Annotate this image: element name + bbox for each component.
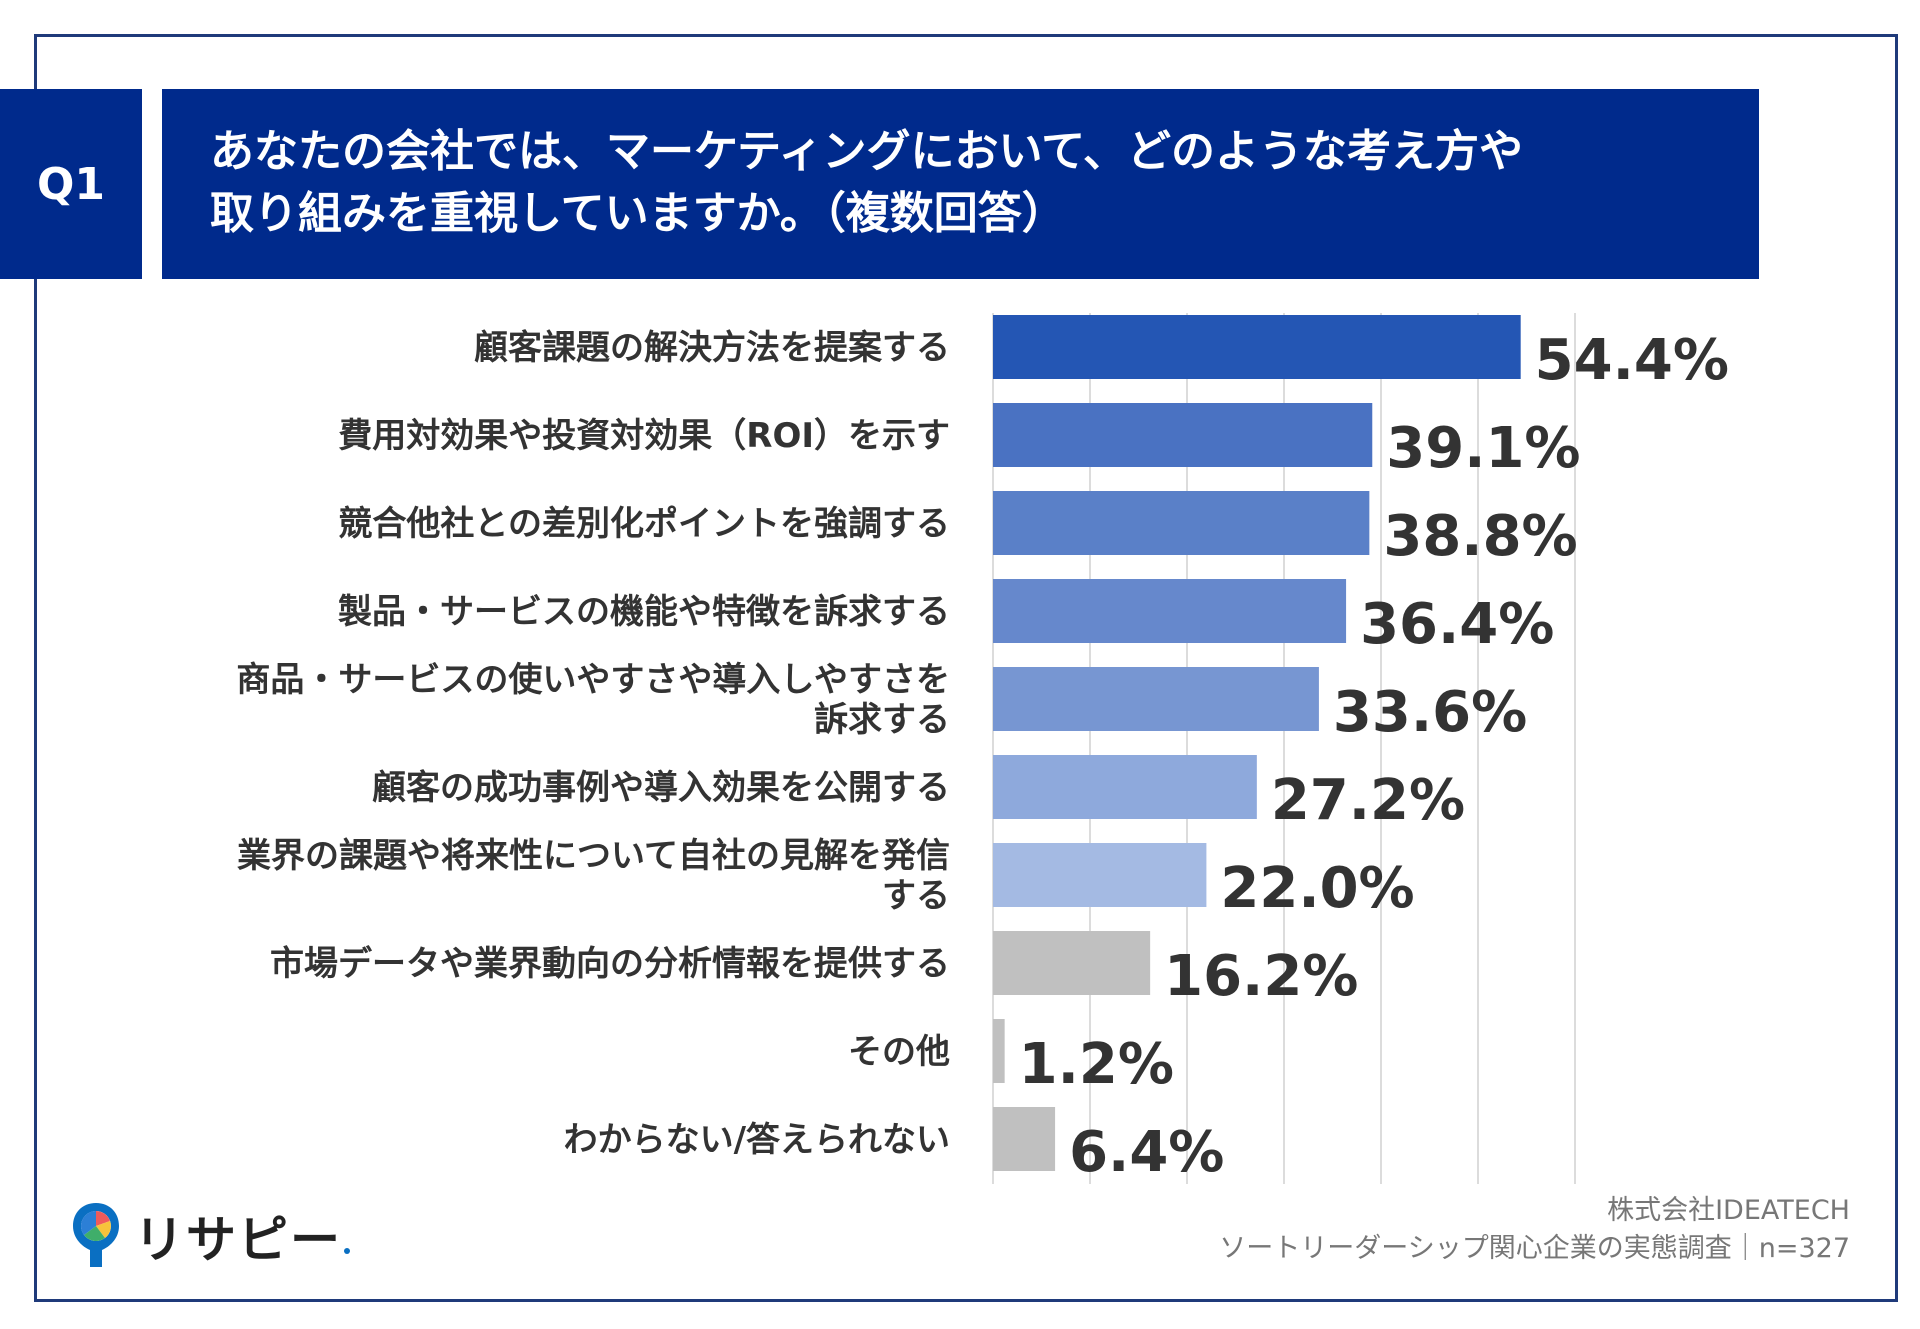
source-survey: ソートリーダーシップ関心企業の実態調査｜n=327 [1219,1233,1850,1264]
logo-text: リサピー [134,1211,342,1269]
logo-dot [344,1248,350,1254]
value-label-9: 6.4% [1069,1120,1224,1185]
bar-0 [993,315,1521,379]
value-label-1: 39.1% [1386,416,1580,481]
bar-7 [993,931,1151,995]
question-number: Q1 [36,158,106,210]
value-label-5: 27.2% [1271,768,1465,833]
question-title-line1: あなたの会社では、マーケティングにおいて、どのような考え方や [210,126,1523,177]
frame [34,34,1898,1302]
value-label-0: 54.4% [1535,328,1729,393]
bar-4 [993,667,1319,731]
value-label-8: 1.2% [1019,1032,1174,1097]
value-label-6: 22.0% [1220,856,1414,921]
category-label-0: 顧客課題の解決方法を提案する [474,328,950,368]
category-label-6-line1: する [882,876,950,916]
question-title-line2: 取り組みを重視していますか。（複数回答） [210,188,1066,239]
question-title-box: あなたの会社では、マーケティングにおいて、どのような考え方や 取り組みを重視して… [162,89,1759,279]
source-note: 株式会社IDEATECH ソートリーダーシップ関心企業の実態調査｜n=327 [1219,1192,1850,1268]
value-label-2: 38.8% [1383,504,1577,569]
category-label-8: その他 [848,1032,950,1072]
bar-9 [993,1107,1056,1171]
category-label-3: 製品・サービスの機能や特徴を訴求する [338,592,950,632]
bar-2 [993,491,1370,555]
bar-6 [993,843,1207,907]
value-label-7: 16.2% [1164,944,1358,1009]
category-label-7: 市場データや業界動向の分析情報を提供する [270,944,950,984]
category-label-4-line0: 商品・サービスの使いやすさや導入しやすさを [236,660,950,700]
category-label-1: 費用対効果や投資対効果（ROI）を示す [338,416,950,456]
category-label-6-line0: 業界の課題や将来性について自社の見解を発信 [237,836,950,876]
source-company: 株式会社IDEATECH [1607,1195,1850,1226]
value-labels: 54.4% 39.1% 38.8% 36.4% 33.6% 27.2% 22.0% 16.2%… [1019,328,1729,1185]
value-label-3: 36.4% [1360,592,1554,657]
bar-8 [993,1019,1005,1083]
category-label-2: 競合他社との差別化ポイントを強調する [338,504,950,544]
bar-5 [993,755,1257,819]
bars [993,315,1521,1171]
risapy-logo: リサピー [70,1200,350,1272]
category-labels: 顧客課題の解決方法を提案する費用対効果や投資対効果（ROI）を示す競合他社との差… [236,328,950,1160]
value-label-4: 33.6% [1333,680,1527,745]
bar-1 [993,403,1373,467]
category-label-5: 顧客の成功事例や導入効果を公開する [372,768,950,808]
question-number-box: Q1 [0,89,142,279]
bar-3 [993,579,1347,643]
category-label-4-line1: 訴求する [814,700,950,740]
pin-logo-icon [73,1203,119,1267]
category-label-9: わからない/答えられない [564,1120,950,1160]
